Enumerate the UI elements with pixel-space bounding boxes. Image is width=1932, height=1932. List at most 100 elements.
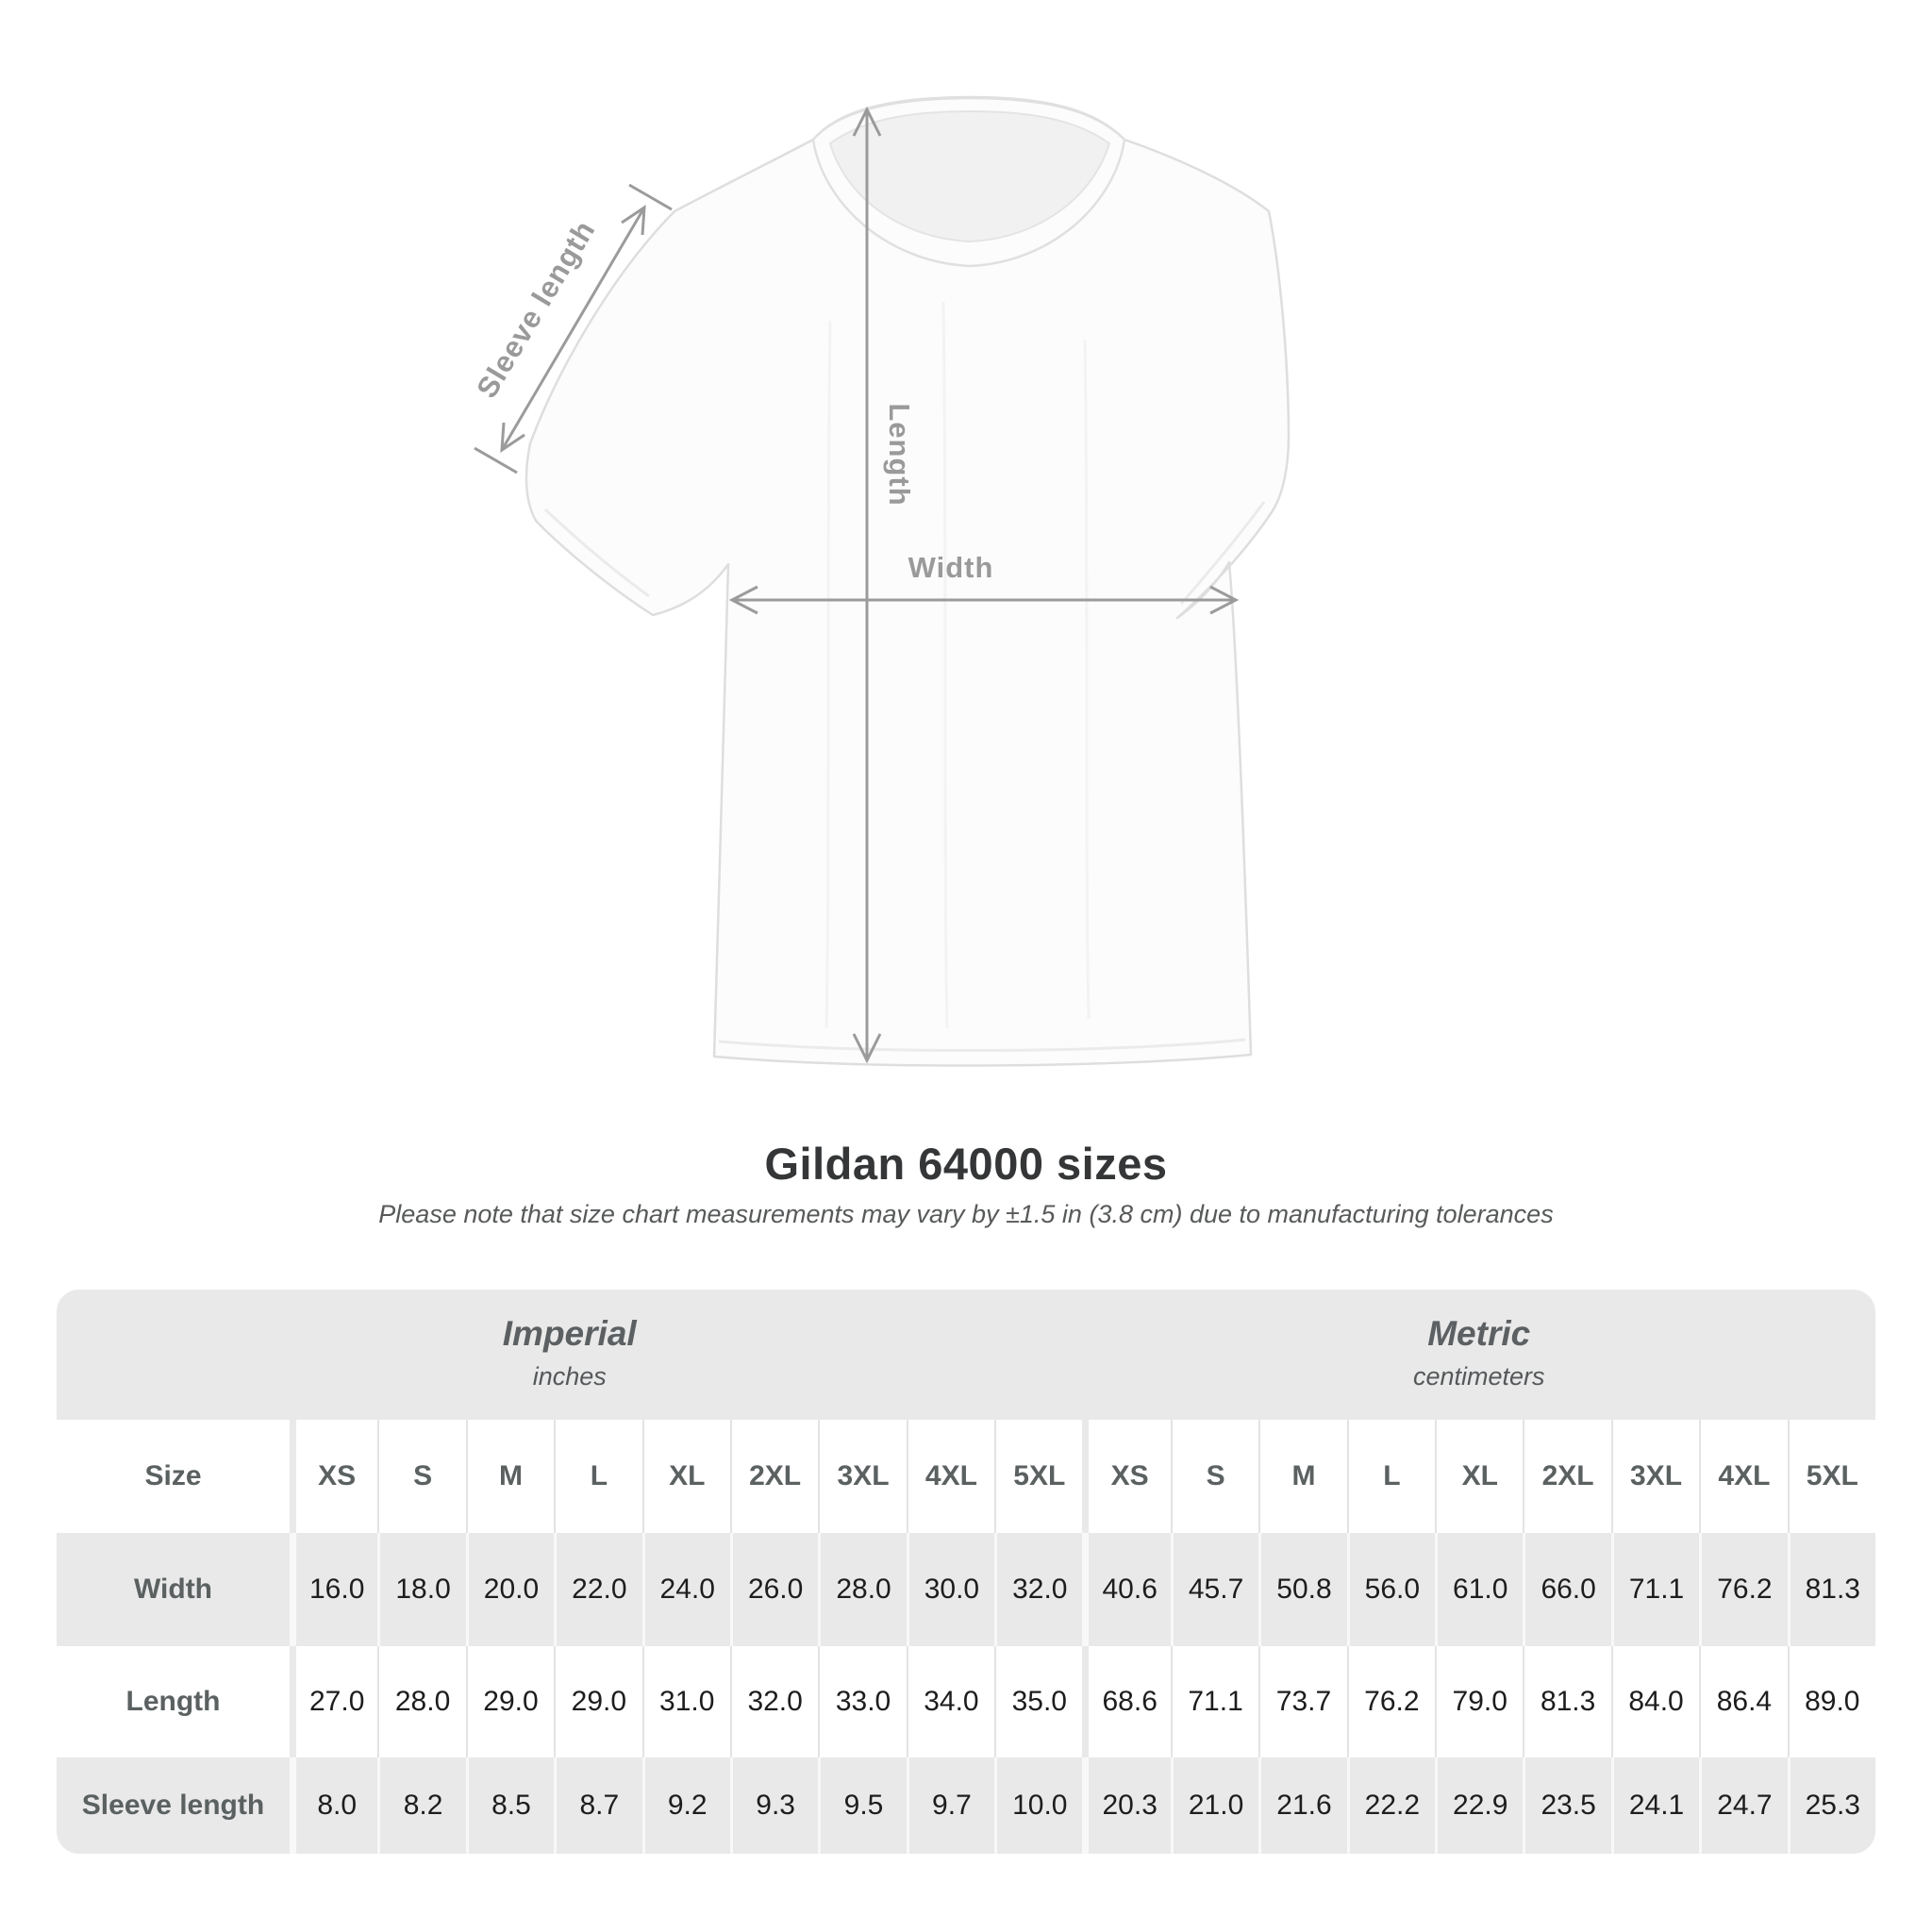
measurement-value: 20.3	[1082, 1757, 1171, 1854]
measurement-value: 35.0	[994, 1646, 1083, 1757]
size-header: XL	[1435, 1420, 1524, 1533]
measurement-value: 71.1	[1610, 1533, 1700, 1646]
measurement-value: 89.0	[1787, 1646, 1875, 1757]
page-title: Gildan 64000 sizes	[764, 1139, 1168, 1189]
measurement-value: 9.7	[906, 1757, 995, 1854]
measurement-value: 24.7	[1699, 1757, 1788, 1854]
measurement-value: 16.0	[290, 1533, 378, 1646]
metric-group-header: Metric centimeters	[1082, 1290, 1875, 1420]
measurement-value: 24.1	[1610, 1757, 1700, 1854]
measurement-value: 86.4	[1699, 1646, 1788, 1757]
measurement-value: 33.0	[818, 1646, 907, 1757]
size-header: 4XL	[906, 1420, 995, 1533]
size-header: 3XL	[818, 1420, 907, 1533]
measurement-value: 10.0	[994, 1757, 1083, 1854]
hem-stitch	[718, 1038, 1246, 1053]
tshirt-silhouette	[525, 95, 1291, 1067]
measurement-value: 40.6	[1082, 1533, 1171, 1646]
left-sleeve-stitch	[543, 508, 650, 598]
sleeve-length-arrow	[474, 183, 673, 475]
measurement-value: 81.3	[1523, 1646, 1611, 1757]
measurement-value: 26.0	[729, 1533, 819, 1646]
measurement-value: 23.5	[1523, 1757, 1611, 1854]
size-header: S	[1170, 1420, 1259, 1533]
measurement-row-label: Length	[57, 1646, 290, 1757]
length-arrow	[852, 106, 882, 1064]
measurement-value: 27.0	[290, 1646, 378, 1757]
size-header: S	[377, 1420, 466, 1533]
measurement-value: 56.0	[1346, 1533, 1436, 1646]
measurement-value: 79.0	[1435, 1646, 1524, 1757]
measurement-value: 22.2	[1346, 1757, 1436, 1854]
measurement-value: 45.7	[1170, 1533, 1259, 1646]
size-header: 2XL	[1523, 1420, 1611, 1533]
measurement-value: 84.0	[1610, 1646, 1700, 1757]
measurement-value: 21.6	[1258, 1757, 1347, 1854]
measurement-value: 8.7	[554, 1757, 642, 1854]
measurement-value: 20.0	[465, 1533, 555, 1646]
fabric-crease	[1083, 339, 1091, 1020]
size-header: XL	[641, 1420, 730, 1533]
measurement-value: 9.5	[818, 1757, 907, 1854]
size-header: 5XL	[994, 1420, 1083, 1533]
width-arrow	[728, 585, 1240, 615]
right-sleeve-stitch	[1179, 501, 1266, 605]
measurement-value: 25.3	[1787, 1757, 1875, 1854]
measurement-value: 34.0	[906, 1646, 995, 1757]
measurement-value: 32.0	[729, 1646, 819, 1757]
measurement-value: 8.5	[465, 1757, 555, 1854]
measurement-value: 24.0	[641, 1533, 730, 1646]
measurement-value: 73.7	[1258, 1646, 1347, 1757]
measurement-row-label: Sleeve length	[57, 1757, 290, 1854]
size-header: 4XL	[1699, 1420, 1788, 1533]
measurement-value: 29.0	[465, 1646, 555, 1757]
measurement-value: 8.2	[377, 1757, 466, 1854]
metric-unit: centimeters	[1412, 1362, 1545, 1391]
measurement-value: 81.3	[1787, 1533, 1875, 1646]
measurement-value: 76.2	[1699, 1533, 1788, 1646]
size-table: Imperial inches Metric centimeters Size …	[57, 1290, 1875, 1854]
imperial-unit: inches	[532, 1362, 607, 1391]
measurement-value: 22.9	[1435, 1757, 1524, 1854]
fabric-crease	[824, 320, 832, 1029]
measurement-value: 18.0	[377, 1533, 466, 1646]
measurement-value: 21.0	[1170, 1757, 1259, 1854]
measurement-value: 66.0	[1523, 1533, 1611, 1646]
size-header: L	[1346, 1420, 1436, 1533]
measurement-value: 29.0	[554, 1646, 642, 1757]
length-label: Length	[883, 403, 916, 506]
subtitle-note: Please note that size chart measurements…	[378, 1200, 1554, 1228]
size-header: M	[1258, 1420, 1347, 1533]
measurement-value: 68.6	[1082, 1646, 1171, 1757]
collar-opening	[828, 109, 1111, 243]
measurement-row-label: Width	[57, 1533, 290, 1646]
measurement-value: 9.2	[641, 1757, 730, 1854]
imperial-label: Imperial	[502, 1314, 637, 1353]
measurement-value: 76.2	[1346, 1646, 1436, 1757]
size-header: M	[465, 1420, 555, 1533]
size-header: 5XL	[1787, 1420, 1875, 1533]
measurement-value: 9.3	[729, 1757, 819, 1854]
size-header: 3XL	[1610, 1420, 1700, 1533]
metric-label: Metric	[1427, 1314, 1531, 1353]
tshirt-graphic	[525, 95, 1291, 1067]
size-header: L	[554, 1420, 642, 1533]
imperial-group-header: Imperial inches	[57, 1290, 1083, 1420]
measurement-value: 31.0	[641, 1646, 730, 1757]
measurement-value: 28.0	[377, 1646, 466, 1757]
size-header: XS	[1082, 1420, 1171, 1533]
tshirt-measurement-diagram: Sleeve length Length Width	[470, 95, 1291, 1067]
measurement-value: 50.8	[1258, 1533, 1347, 1646]
measurement-value: 71.1	[1170, 1646, 1259, 1757]
fabric-crease	[941, 301, 949, 1029]
measurement-value: 32.0	[994, 1533, 1083, 1646]
measurement-value: 61.0	[1435, 1533, 1524, 1646]
width-label: Width	[908, 551, 994, 584]
measurement-value: 8.0	[290, 1757, 378, 1854]
measurement-value: 28.0	[818, 1533, 907, 1646]
measurement-value: 22.0	[554, 1533, 642, 1646]
measurement-value: 30.0	[906, 1533, 995, 1646]
size-column-header: Size	[57, 1420, 290, 1533]
size-header: 2XL	[729, 1420, 819, 1533]
